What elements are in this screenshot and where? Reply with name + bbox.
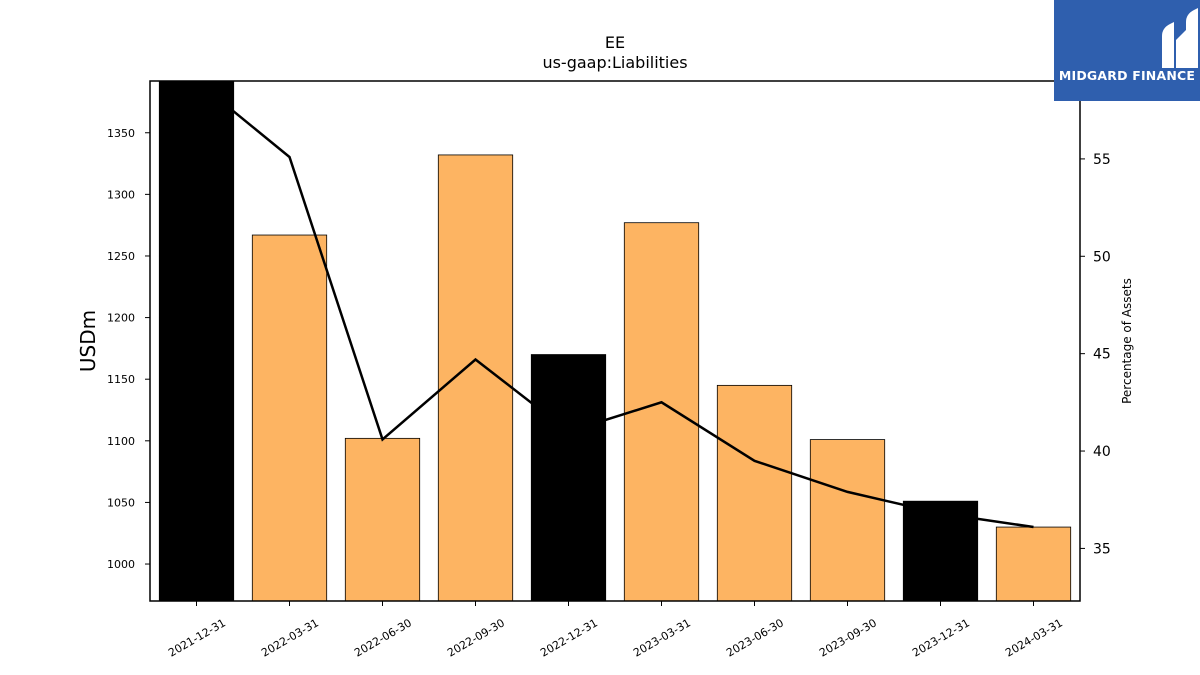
plot-frame <box>149 80 1081 602</box>
y-tick-label: 1300 <box>107 188 135 201</box>
brand-logo-text: MIDGARD FINANCE <box>1058 68 1196 83</box>
x-tick-label: 2023-09-30 <box>817 616 879 659</box>
midgard-m-logo-icon <box>1162 8 1198 68</box>
y-tick-label: 1150 <box>107 373 135 386</box>
y2-tick-label: 35 <box>1093 541 1111 557</box>
y-tick-label: 1200 <box>107 312 135 325</box>
y-tick-label: 1250 <box>107 250 135 263</box>
y-tick-label: 1350 <box>107 127 135 140</box>
brand-logo: MIDGARD FINANCE <box>1054 0 1200 101</box>
chart-title: EE <box>605 33 625 52</box>
y2-tick-label: 50 <box>1093 249 1111 265</box>
x-tick-label: 2023-12-31 <box>910 616 972 659</box>
x-tick-label: 2022-12-31 <box>538 616 600 659</box>
x-tick-label: 2023-06-30 <box>724 616 786 659</box>
bar-2022-03-31 <box>251 234 328 602</box>
y-axis-label: USDm <box>76 310 100 372</box>
chart-subtitle: us-gaap:Liabilities <box>542 53 687 72</box>
bar-2022-09-30 <box>437 154 514 602</box>
y-tick-label: 1050 <box>107 496 135 509</box>
percentage-of-assets-line <box>195 81 1034 529</box>
x-tick-label: 2021-12-31 <box>166 616 228 659</box>
x-tick-label: 2023-03-31 <box>631 616 693 659</box>
x-tick-label: 2024-03-31 <box>1003 616 1065 659</box>
x-tick-label: 2022-06-30 <box>352 616 414 659</box>
bar-2023-06-30 <box>716 384 793 602</box>
y2-tick-label: 40 <box>1093 444 1111 460</box>
percentage-line-group <box>195 81 1034 529</box>
y-tick-label: 1100 <box>107 435 135 448</box>
bar-2023-09-30 <box>809 439 886 602</box>
bar-2024-03-31 <box>995 526 1072 602</box>
bar-2022-12-31 <box>530 354 607 602</box>
bar-2023-03-31 <box>623 222 700 602</box>
y2-axis-label: Percentage of Assets <box>1120 278 1134 404</box>
y2-tick-label: 45 <box>1093 347 1111 363</box>
x-tick-label: 2022-09-30 <box>445 616 507 659</box>
x-tick-label: 2022-03-31 <box>259 616 321 659</box>
bar-2021-12-31 <box>158 80 235 602</box>
bars-group <box>158 80 1072 602</box>
y-tick-label: 1000 <box>107 558 135 571</box>
bar-2022-06-30 <box>344 437 421 602</box>
y2-tick-label: 55 <box>1093 152 1111 168</box>
